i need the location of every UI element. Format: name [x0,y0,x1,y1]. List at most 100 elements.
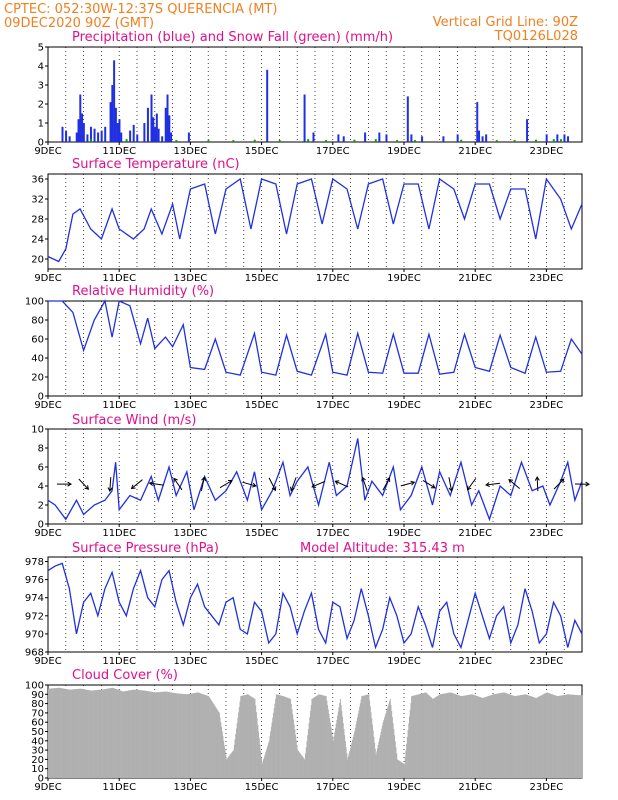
wind-y-tick-label: 8 [38,444,44,455]
precipitation-y-tick-label: 1 [38,119,44,130]
cloud-cover-bar [164,691,166,778]
cloud-cover-bar [558,695,560,778]
precipitation-bar [136,134,139,142]
cloud-cover-bar [111,687,113,778]
cloud-cover-bar [312,698,314,778]
snowfall-bar [552,139,555,142]
cloud-cover-bar [213,703,215,778]
cloud-cover-bar [344,741,346,778]
cloud-cover-bar [510,694,512,778]
cloud-cover-bar [230,752,232,778]
temperature-y-tick-label: 36 [31,175,44,186]
cloud-cover-bar [516,695,518,778]
panel-title-pressure: Surface Pressure (hPa) [72,541,219,556]
cloud-cover-bar [462,695,464,778]
temperature-plot-frame [47,173,583,270]
cloud-cover-bar [559,695,561,778]
cloud-cover-bar [236,723,238,778]
wind-arrow-head [251,482,257,488]
cloud-cover-bar [450,692,453,778]
cloud-cover-bar [557,696,559,778]
cloud-cover-bar [460,695,462,778]
cloud-cover-bar [342,717,344,778]
cloud-cover-bar [313,697,315,778]
cloud-cover-bar [163,691,165,778]
cloud-cover-bar [66,689,68,778]
cloud-cover-bar [211,700,213,778]
cloud-cover-bar [141,690,143,778]
precipitation-bar [97,132,100,142]
cloud-cover-bar [560,695,562,778]
cloud-cover-bar [144,690,146,778]
cloud-cover-bar [227,757,229,778]
cloud-cover-bar [148,691,150,778]
temperature-x-tick-label: 17DEC [316,273,350,284]
cloud-cover-bar [77,688,79,778]
cloud-cover-bar [178,693,180,778]
cloud-cover-bar [259,744,261,778]
cloud-cover-bar [210,699,212,778]
snowfall-bar [495,140,498,142]
cloud-cover-bar [364,695,366,778]
cloud-cover-bar [76,689,78,778]
cloud-cover-bar [338,707,340,778]
precipitation-bar [406,96,409,142]
cloud-cover-bar [414,695,416,778]
cloud-cover-bar [438,694,440,778]
cloud-cover-bar [207,695,209,778]
precipitation-bar [545,134,548,142]
cloud-cover-bar [469,694,471,778]
precipitation-bar [89,126,92,142]
cloud-cover-bar [253,698,255,778]
cloud-cover-bar [480,697,482,778]
wind-arrow-shaft [268,477,276,491]
cloud-cover-bar [70,689,72,778]
pressure-x-tick-label: 11DEC [102,656,136,667]
cloud-cover-bar [421,693,423,778]
snowfall-bar [353,139,356,142]
cloud-cover-y-tick-label: 70 [31,708,44,719]
cloud-cover-bar [107,688,109,778]
cloud-cover-bar [286,697,288,778]
cloud-cover-bar [142,690,144,778]
cloud-cover-bar [230,753,232,778]
cloud-cover-bar [443,693,445,778]
cloud-cover-bar [238,706,240,778]
cloud-cover-bar [190,693,192,778]
cloud-cover-bar [280,695,282,778]
cloud-cover-bar [507,693,509,778]
wind-x-tick-label: 15DEC [245,528,279,539]
cloud-cover-bar [206,695,208,778]
cloud-cover-bar [290,704,292,778]
cloud-cover-bar [379,735,381,778]
precipitation-y-tick-label: 2 [38,100,44,111]
cloud-cover-y-tick-label: 40 [31,736,44,747]
cloud-cover-bar [522,694,524,778]
wind-arrow-head [311,483,317,488]
wind-arrow-head [534,476,540,481]
cloud-cover-bar [245,694,247,778]
cloud-cover-bar [99,689,101,778]
cloud-cover-bar [154,692,156,778]
cloud-cover-bar [366,694,368,778]
temperature-y-tick-label: 24 [31,235,44,246]
cloud-cover-bar [300,753,302,778]
cloud-cover-bar [366,694,368,778]
cloud-cover-x-tick-label: 9DEC [34,782,61,793]
wind-arrow-head [466,485,472,491]
cloud-cover-bar [139,690,141,778]
cloud-cover-bar [87,689,89,778]
cloud-cover-bar [306,741,308,778]
wind-arrow-shaft [485,482,501,486]
cloud-cover-bar [487,696,489,778]
cloud-cover-bar [130,690,132,778]
cloud-cover-bar [565,694,567,778]
precipitation-bar [410,134,413,142]
cloud-cover-bar [524,694,526,778]
cloud-cover-bar [325,696,327,778]
cloud-cover-bar [196,692,198,778]
cloud-cover-bar [550,693,552,778]
humidity-x-tick-label: 21DEC [458,400,492,411]
cloud-cover-bar [437,695,439,778]
cloud-cover-bar [312,698,314,778]
